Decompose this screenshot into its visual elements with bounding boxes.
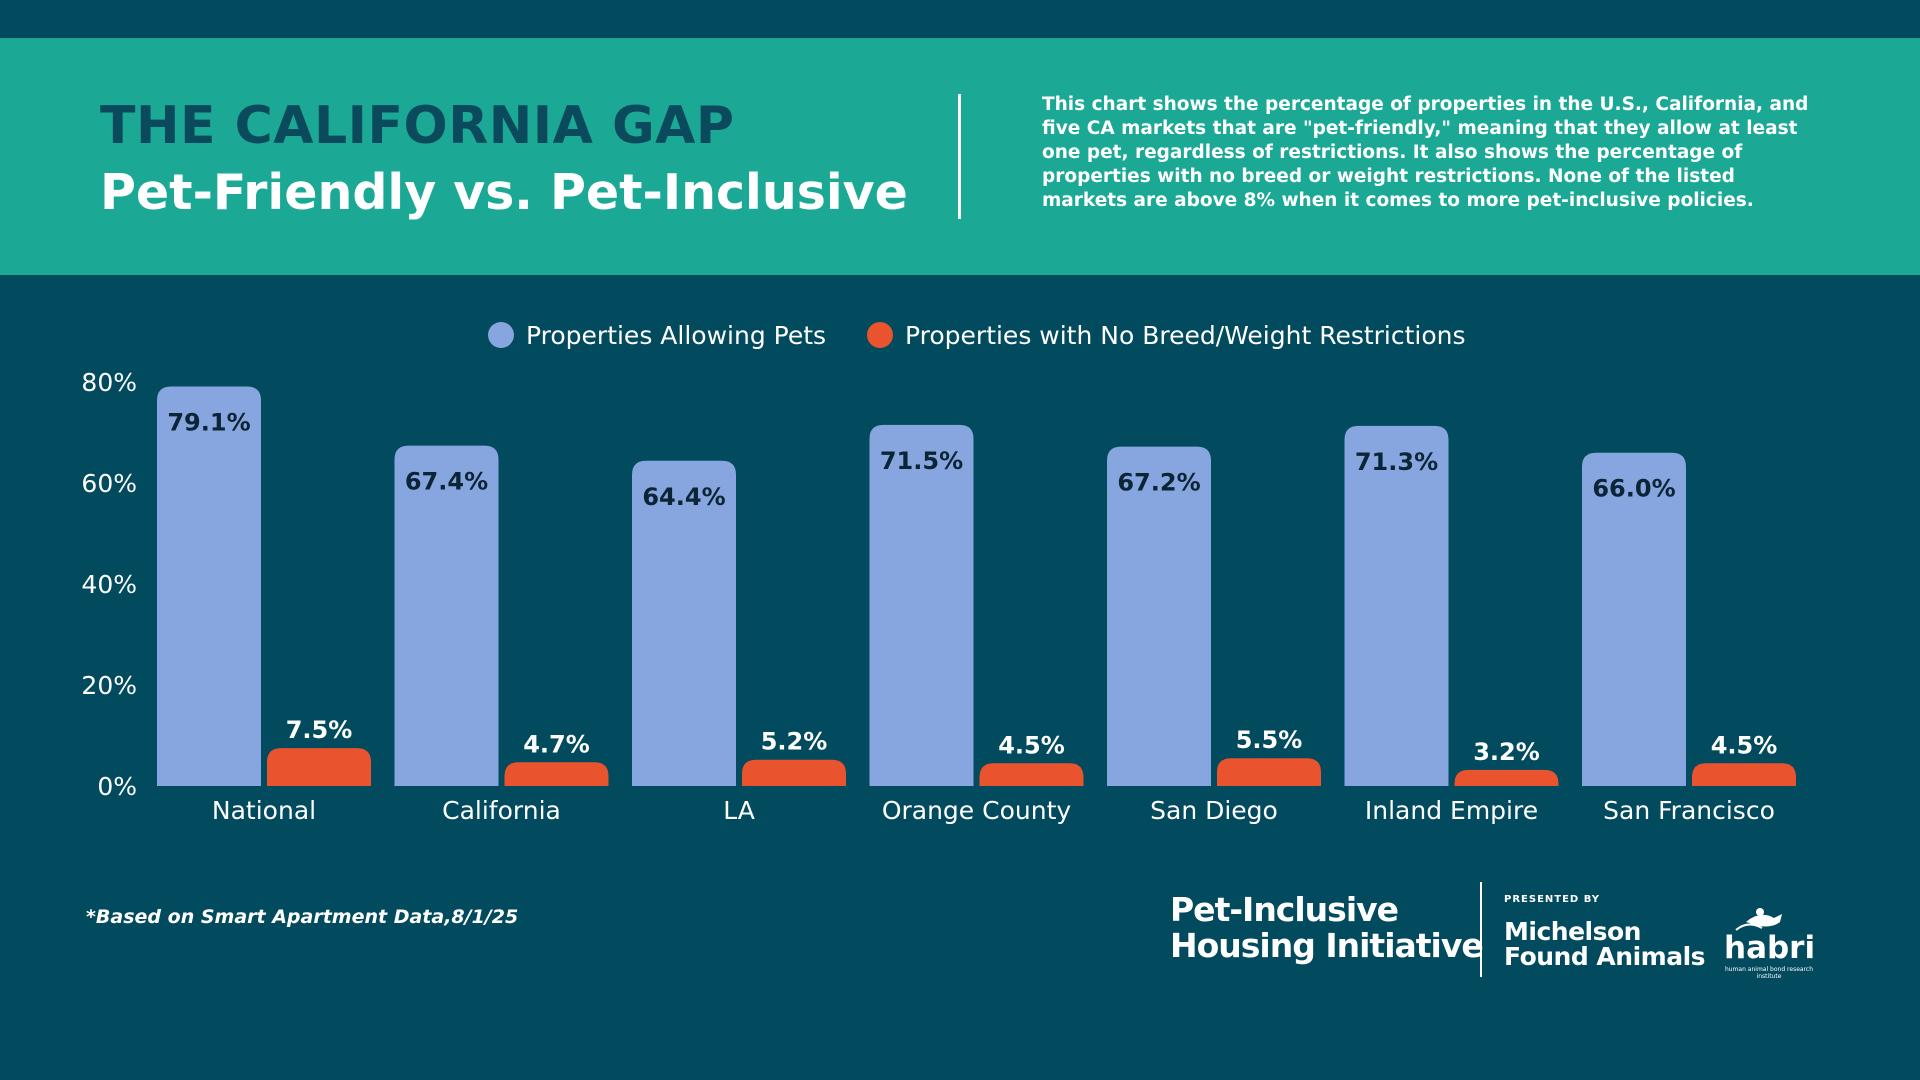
michelson-line-1: Michelson: [1504, 917, 1641, 946]
legend-swatch-allowing-pets: [488, 322, 514, 348]
bar-no-restrictions: [979, 763, 1084, 786]
y-tick-label: 40%: [81, 570, 137, 599]
y-tick-label: 60%: [81, 469, 137, 498]
header-divider: [958, 94, 961, 219]
habri-tagline: human animal bond research institute: [1724, 966, 1814, 980]
data-label-allowing-pets: 71.5%: [880, 447, 963, 475]
y-tick-label: 80%: [81, 368, 137, 397]
bar-allowing-pets: [1582, 452, 1686, 786]
data-label-no-restrictions: 4.5%: [998, 731, 1065, 759]
x-category-label: California: [442, 796, 561, 825]
data-label-allowing-pets: 66.0%: [1592, 475, 1675, 503]
bar-no-restrictions: [1454, 769, 1559, 786]
bar-no-restrictions: [267, 748, 371, 786]
y-tick-label: 20%: [81, 671, 137, 700]
x-category-label: Orange County: [882, 796, 1072, 825]
data-label-no-restrictions: 5.5%: [1236, 726, 1303, 754]
page-title: THE CALIFORNIA GAP: [100, 96, 735, 156]
bar-no-restrictions: [1692, 763, 1796, 786]
footnote: *Based on Smart Apartment Data,8/1/25: [86, 906, 519, 928]
data-label-allowing-pets: 64.4%: [642, 483, 725, 511]
data-label-allowing-pets: 67.2%: [1117, 469, 1200, 497]
data-label-allowing-pets: 79.1%: [167, 409, 250, 437]
data-label-no-restrictions: 4.5%: [1711, 731, 1778, 759]
data-label-allowing-pets: 71.3%: [1355, 448, 1438, 476]
chart-legend: Properties Allowing Pets Properties with…: [0, 318, 1920, 352]
logo-line-2: Housing Initiative: [1170, 926, 1484, 965]
habri-animal-icon: [1735, 908, 1782, 931]
data-label-no-restrictions: 5.2%: [761, 728, 828, 756]
bar-allowing-pets: [1344, 425, 1449, 786]
pet-inclusive-housing-initiative-logo: Pet-Inclusive Housing Initiative: [1170, 890, 1484, 965]
x-category-label: Inland Empire: [1365, 796, 1538, 825]
bar-allowing-pets: [394, 445, 499, 786]
page-subtitle: Pet-Friendly vs. Pet-Inclusive: [100, 164, 908, 221]
chart-description: This chart shows the percentage of prope…: [1042, 94, 1809, 211]
bar-allowing-pets: [1107, 446, 1211, 786]
habri-logo: habri human animal bond research institu…: [1716, 904, 1816, 984]
bar-allowing-pets: [869, 424, 974, 786]
logo-line-1: Pet-Inclusive: [1170, 890, 1399, 929]
y-tick-label: 0%: [97, 772, 137, 801]
legend-label-no-restrictions: Properties with No Breed/Weight Restrict…: [905, 320, 1466, 350]
michelson-found-animals-logo: Michelson Found Animals: [1504, 917, 1706, 971]
data-label-allowing-pets: 67.4%: [405, 468, 488, 496]
x-category-label: San Francisco: [1603, 796, 1775, 825]
data-label-no-restrictions: 7.5%: [286, 716, 353, 744]
x-category-label: San Diego: [1150, 796, 1278, 825]
data-label-no-restrictions: 4.7%: [523, 730, 590, 758]
legend-item-no-restrictions: Properties with No Breed/Weight Restrict…: [867, 318, 1466, 352]
footer-divider: [1480, 882, 1482, 977]
x-category-label: National: [212, 796, 316, 825]
michelson-line-2: Found Animals: [1504, 942, 1706, 971]
bar-no-restrictions: [1217, 758, 1321, 786]
data-label-no-restrictions: 3.2%: [1473, 738, 1540, 766]
bar-no-restrictions: [742, 759, 846, 786]
bar-no-restrictions: [504, 762, 609, 786]
presented-by-label: PRESENTED BY: [1504, 894, 1601, 905]
bar-allowing-pets: [632, 460, 736, 786]
x-category-label: LA: [723, 796, 755, 825]
legend-item-allowing-pets: Properties Allowing Pets: [488, 318, 826, 352]
bar-chart: 0% 20% 40% 60% 80% 79.1% 7.5% National 67.4% 4.7%…: [81, 368, 1796, 825]
habri-wordmark: habri: [1724, 930, 1816, 966]
bar-allowing-pets: [157, 386, 261, 786]
legend-swatch-no-restrictions: [867, 322, 893, 348]
legend-label-allowing-pets: Properties Allowing Pets: [526, 320, 827, 350]
